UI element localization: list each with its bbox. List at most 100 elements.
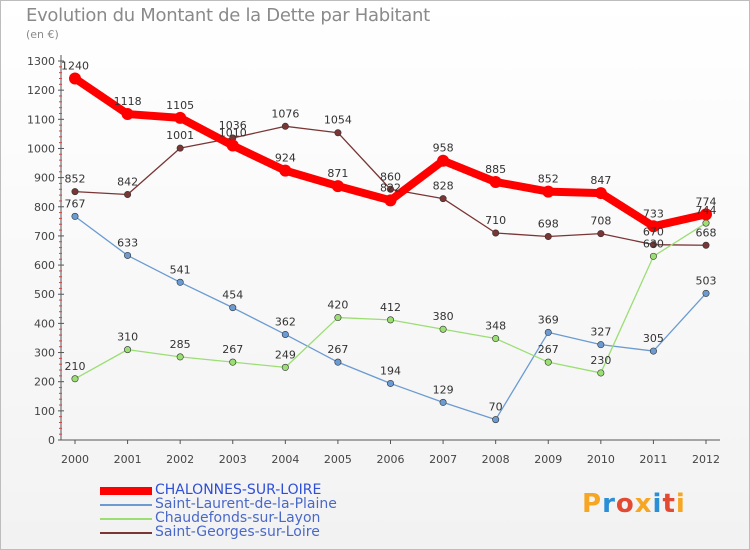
x-tick-label: 2000	[61, 453, 89, 466]
data-label: 420	[327, 299, 348, 312]
x-tick-label: 2011	[639, 453, 667, 466]
x-tick-label: 2012	[692, 453, 720, 466]
data-label: 958	[433, 142, 454, 155]
data-point	[437, 154, 450, 167]
data-label: 708	[590, 215, 611, 228]
logo-letter: o	[615, 489, 635, 519]
data-point	[647, 220, 660, 233]
data-label: 822	[380, 181, 401, 194]
data-point	[489, 175, 502, 188]
proxiti-logo: Proxiti	[582, 489, 686, 519]
data-label: 1036	[219, 119, 247, 132]
data-label: 828	[433, 180, 454, 193]
data-label: 541	[170, 263, 191, 276]
data-label: 1118	[114, 95, 142, 108]
data-label: 774	[696, 195, 717, 208]
data-point	[492, 229, 500, 237]
data-label: 1105	[166, 99, 194, 112]
data-point	[439, 325, 447, 333]
y-tick-label: 300	[34, 347, 55, 360]
legend-label-saint-georges: Saint-Georges-sur-Loire	[155, 524, 320, 540]
data-label: 885	[485, 163, 506, 176]
x-tick-label: 2004	[271, 453, 299, 466]
legend-swatch-chalonnes	[100, 487, 152, 495]
data-label: 285	[170, 338, 191, 351]
x-tick-label: 2008	[482, 453, 510, 466]
data-point	[71, 188, 79, 196]
legend-label-chaudefonds: Chaudefonds-sur-Layon	[155, 510, 321, 526]
legend-swatch-chaudefonds	[100, 518, 152, 520]
data-label: 129	[433, 383, 454, 396]
logo-letter: r	[602, 489, 616, 519]
data-label: 1054	[324, 114, 352, 127]
data-point	[439, 195, 447, 203]
legend-swatch-saint-georges	[100, 532, 152, 534]
data-point	[176, 353, 184, 361]
data-point	[124, 251, 132, 259]
data-label: 305	[643, 332, 664, 345]
data-label: 733	[643, 207, 664, 220]
data-point	[226, 139, 239, 152]
y-tick-label: 1200	[27, 84, 55, 97]
data-point	[544, 328, 552, 336]
data-label: 454	[222, 289, 243, 302]
legend-label-saint-laurent: Saint-Laurent-de-la-Plaine	[155, 496, 337, 512]
data-point	[331, 180, 344, 193]
y-tick-label: 600	[34, 259, 55, 272]
x-tick-label: 2002	[166, 453, 194, 466]
data-point	[121, 108, 134, 121]
y-tick-label: 200	[34, 376, 55, 389]
legend-label-chalonnes: CHALONNES-SUR-LOIRE	[155, 482, 322, 498]
data-point	[597, 230, 605, 238]
x-tick-label: 2005	[324, 453, 352, 466]
data-point	[279, 164, 292, 177]
y-tick-label: 1300	[27, 55, 55, 68]
data-point	[386, 316, 394, 324]
x-tick-label: 2009	[534, 453, 562, 466]
data-label: 670	[643, 226, 664, 239]
data-label: 369	[538, 313, 559, 326]
data-label: 230	[590, 354, 611, 367]
data-label: 380	[433, 310, 454, 323]
y-tick-label: 1100	[27, 113, 55, 126]
data-label: 267	[327, 343, 348, 356]
data-label: 924	[275, 152, 296, 165]
data-point	[492, 416, 500, 424]
data-label: 412	[380, 301, 401, 314]
data-point	[439, 398, 447, 406]
data-label: 249	[275, 348, 296, 361]
data-label: 310	[117, 331, 138, 344]
logo-letter: i	[675, 489, 686, 519]
x-tick-label: 2003	[219, 453, 247, 466]
data-point	[649, 252, 657, 260]
data-point	[492, 335, 500, 343]
y-tick-label: 1000	[27, 142, 55, 155]
data-label: 267	[538, 343, 559, 356]
data-point	[542, 185, 555, 198]
data-point	[281, 122, 289, 130]
legend-swatch-saint-laurent	[100, 504, 152, 506]
data-label: 767	[65, 197, 86, 210]
data-label: 348	[485, 320, 506, 333]
logo-letter: x	[634, 489, 653, 519]
data-point	[597, 369, 605, 377]
data-label: 847	[590, 174, 611, 187]
data-label: 1010	[219, 127, 247, 140]
data-point	[649, 347, 657, 355]
data-label: 1240	[61, 59, 89, 72]
data-label: 630	[643, 237, 664, 250]
data-point	[700, 208, 712, 221]
data-label: 1076	[271, 107, 299, 120]
y-tick-label: 800	[34, 201, 55, 214]
data-point	[544, 358, 552, 366]
data-point	[281, 330, 289, 338]
data-point	[594, 187, 607, 200]
data-label: 668	[696, 226, 717, 239]
chart-subtitle: (en €)	[26, 28, 59, 41]
data-point	[334, 358, 342, 366]
data-point	[649, 241, 657, 249]
data-label: 744	[696, 204, 717, 217]
x-tick-label: 2010	[587, 453, 615, 466]
logo-letter: P	[582, 489, 603, 519]
